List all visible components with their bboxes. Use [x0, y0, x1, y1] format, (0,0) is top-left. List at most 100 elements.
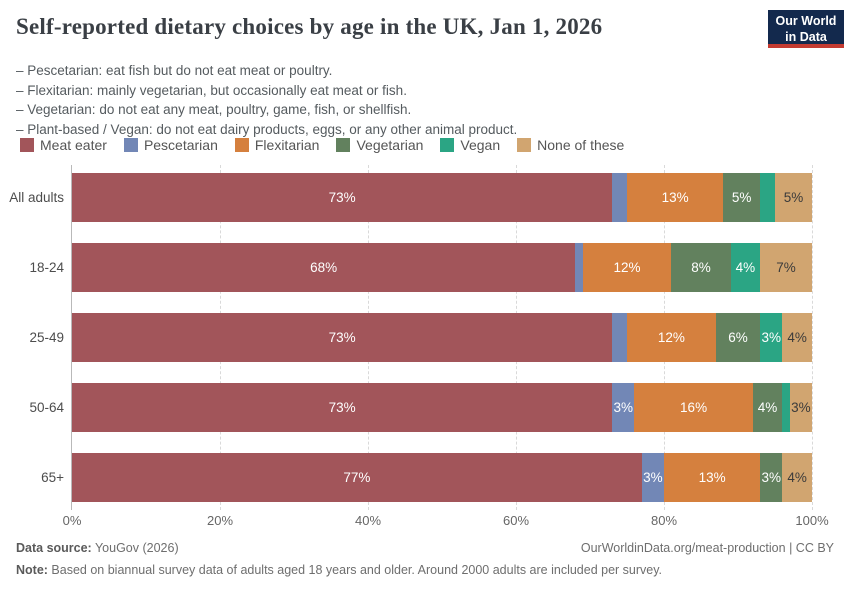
bar-segment-pescetarian[interactable] [612, 313, 627, 362]
stacked-bar-chart: 0% 20% 40% 60% 80% 100% All adults 73% 13% 5% 5% 18… [0, 160, 850, 538]
bar-segment-vegan[interactable] [782, 383, 790, 432]
segment-value-label: 6% [728, 330, 748, 345]
segment-value-label: 13% [661, 190, 689, 205]
bar-segment-vegetarian[interactable]: 3% [760, 453, 783, 502]
legend-label: Pescetarian [143, 137, 218, 153]
segment-value-label: 3% [643, 470, 663, 485]
owid-url-link[interactable]: OurWorldinData.org/meat-production [580, 541, 786, 555]
legend-swatch-icon [123, 138, 138, 152]
bar-segment-vegetarian[interactable]: 6% [715, 313, 761, 362]
bar-segment-pescetarian[interactable] [612, 173, 627, 222]
x-axis-tick-label: 40% [354, 513, 382, 528]
x-axis-tick-label: 80% [650, 513, 678, 528]
segment-value-label: 3% [761, 330, 782, 345]
bar-segment-none-of-these[interactable]: 4% [782, 313, 812, 362]
bar-segment-pescetarian[interactable] [575, 243, 583, 292]
segment-value-label: 73% [328, 400, 356, 415]
segment-value-label: 3% [791, 400, 811, 415]
segment-value-label: 5% [731, 190, 752, 205]
bar-segment-pescetarian[interactable]: 3% [612, 383, 635, 432]
segment-value-label: 4% [787, 330, 807, 345]
chart-footer: Data source: YouGov (2026) OurWorldinDat… [16, 541, 834, 577]
row-label: 65+ [41, 470, 64, 485]
chart-subtitle: – Pescetarian: eat fish but do not eat m… [16, 61, 517, 139]
chart-row-65-: 65+ 77% 3% 13% 3% 4% [0, 453, 850, 502]
segment-value-label: 7% [776, 260, 796, 275]
legend-swatch-icon [440, 138, 455, 152]
stacked-bar: 73% 12% 6% 3% 4% [72, 313, 812, 362]
legend-item[interactable]: Pescetarian [123, 137, 218, 153]
owid-logo-line2: in Data [785, 29, 827, 44]
legend-label: Flexitarian [254, 137, 320, 153]
legend-item[interactable]: Meat eater [20, 137, 107, 153]
stacked-bar: 68% 12% 8% 4% 7% [72, 243, 812, 292]
bar-segment-flexitarian[interactable]: 12% [582, 243, 672, 292]
legend-label: None of these [537, 137, 625, 153]
bar-segment-flexitarian[interactable]: 13% [663, 453, 761, 502]
chart-row-50-64: 50-64 73% 3% 16% 4% 3% [0, 383, 850, 432]
bar-segment-vegan[interactable] [760, 173, 775, 222]
x-axis-tick-label: 20% [206, 513, 234, 528]
bar-segment-pescetarian[interactable]: 3% [641, 453, 664, 502]
subtitle-line: – Vegetarian: do not eat any meat, poult… [16, 102, 412, 117]
stacked-bar: 73% 3% 16% 4% 3% [72, 383, 812, 432]
subtitle-line: – Pescetarian: eat fish but do not eat m… [16, 63, 333, 78]
legend-label: Meat eater [40, 137, 107, 153]
segment-value-label: 5% [783, 190, 804, 205]
legend-item[interactable]: Flexitarian [234, 137, 320, 153]
bar-segment-flexitarian[interactable]: 16% [634, 383, 753, 432]
x-axis-tick-label: 0% [62, 513, 82, 528]
bar-segment-vegetarian[interactable]: 4% [752, 383, 783, 432]
segment-value-label: 3% [761, 470, 782, 485]
bar-segment-vegetarian[interactable]: 5% [723, 173, 761, 222]
row-label: 50-64 [29, 400, 64, 415]
bar-segment-meat-eater[interactable]: 77% [72, 453, 642, 502]
bar-segment-none-of-these[interactable]: 3% [789, 383, 812, 432]
segment-value-label: 13% [698, 470, 726, 485]
subtitle-line: – Flexitarian: mainly vegetarian, but oc… [16, 82, 407, 98]
data-source: Data source: YouGov (2026) [16, 541, 179, 555]
x-axis-tick-label: 100% [795, 513, 829, 528]
bar-segment-vegan[interactable]: 3% [760, 313, 783, 362]
chart-legend: Meat eater Pescetarian Flexitarian Vegetari… [20, 137, 624, 153]
legend-label: Vegan [460, 137, 501, 153]
bar-segment-meat-eater[interactable]: 73% [72, 313, 613, 362]
data-source-label: Data source: [16, 541, 92, 555]
bar-segment-flexitarian[interactable]: 13% [626, 173, 724, 222]
bar-segment-none-of-these[interactable]: 5% [774, 173, 812, 222]
row-label: 25-49 [29, 330, 64, 345]
segment-value-label: 3% [613, 400, 634, 415]
legend-item[interactable]: Vegetarian [336, 137, 423, 153]
owid-logo[interactable]: Our World in Data [768, 10, 844, 48]
bar-segment-none-of-these[interactable]: 7% [760, 243, 812, 292]
segment-value-label: 77% [343, 470, 371, 485]
segment-value-label: 73% [328, 190, 356, 205]
bar-segment-none-of-these[interactable]: 4% [782, 453, 812, 502]
segment-value-label: 73% [328, 330, 356, 345]
y-axis-line [71, 165, 72, 510]
footnote-value: Based on biannual survey data of adults … [47, 563, 663, 577]
footnote-label: Note: [16, 563, 48, 577]
bar-segment-vegan[interactable]: 4% [730, 243, 761, 292]
legend-item[interactable]: Vegan [440, 137, 500, 153]
bar-segment-meat-eater[interactable]: 73% [72, 173, 613, 222]
bar-segment-vegetarian[interactable]: 8% [671, 243, 731, 292]
footnote: Note: Based on biannual survey data of a… [16, 563, 834, 577]
legend-swatch-icon [336, 138, 351, 152]
segment-value-label: 4% [787, 470, 807, 485]
stacked-bar: 77% 3% 13% 3% 4% [72, 453, 812, 502]
x-axis-tick-label: 60% [502, 513, 530, 528]
stacked-bar: 73% 13% 5% 5% [72, 173, 812, 222]
license-text: | CC BY [785, 541, 834, 555]
legend-swatch-icon [517, 138, 532, 152]
bar-segment-flexitarian[interactable]: 12% [626, 313, 716, 362]
chart-row-all-adults: All adults 73% 13% 5% 5% [0, 173, 850, 222]
legend-label: Vegetarian [356, 137, 424, 153]
legend-swatch-icon [234, 138, 249, 152]
segment-value-label: 8% [691, 260, 711, 275]
legend-item[interactable]: None of these [517, 137, 624, 153]
row-label: 18-24 [29, 260, 64, 275]
bar-segment-meat-eater[interactable]: 73% [72, 383, 613, 432]
subtitle-line: – Plant-based / Vegan: do not eat dairy … [16, 121, 518, 137]
bar-segment-meat-eater[interactable]: 68% [72, 243, 576, 292]
